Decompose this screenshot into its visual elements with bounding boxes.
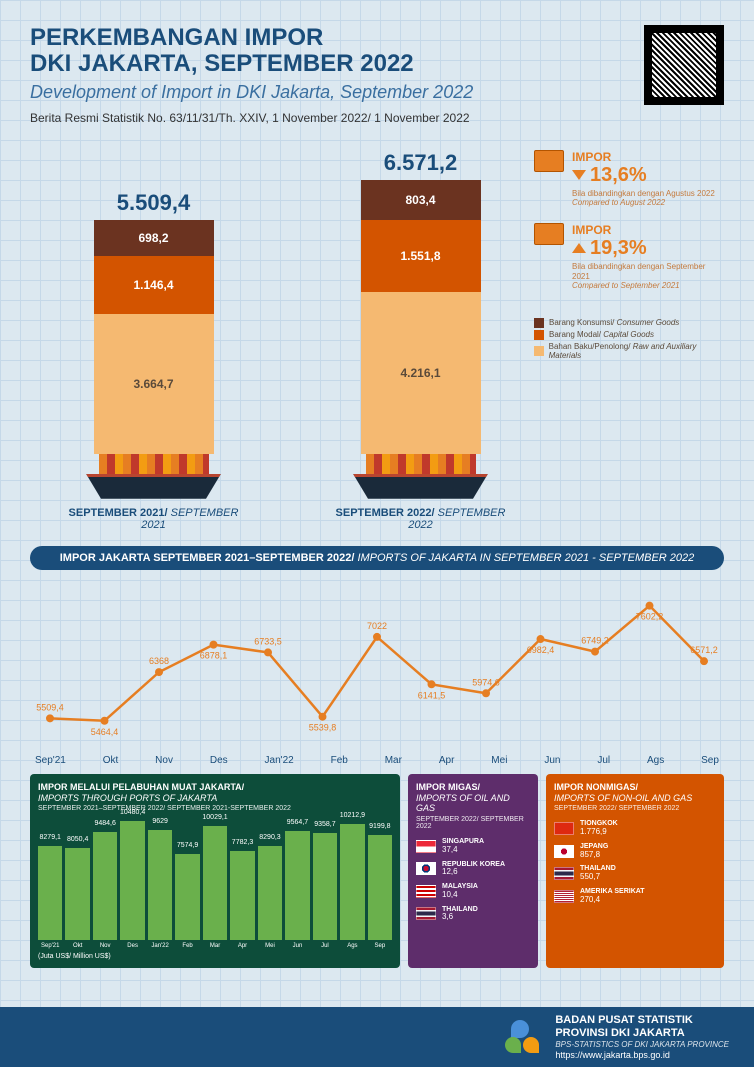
svg-text:7022: 7022 [367, 621, 387, 631]
port-bar: 8290,3 [258, 846, 282, 941]
country-row: REPUBLIK KOREA12,6 [416, 861, 530, 877]
flag-icon [416, 862, 436, 875]
svg-text:5509,4: 5509,4 [36, 702, 64, 712]
bar-segment: 4.216,1 [361, 292, 481, 454]
month-label: Jul [597, 755, 610, 766]
qr-code [644, 25, 724, 105]
bar-label: SEPTEMBER 2022/ SEPTEMBER 2022 [327, 507, 514, 531]
country-row: AMERIKA SERIKAT270,4 [554, 888, 716, 904]
line-banner: IMPOR JAKARTA SEPTEMBER 2021–SEPTEMBER 2… [30, 546, 724, 570]
ports-panel: IMPOR MELALUI PELABUHAN MUAT JAKARTA/IMP… [30, 774, 400, 969]
month-label: Mei [491, 755, 507, 766]
stat-box: IMPOR 13,6% Bila dibandingkan dengan Agu… [534, 150, 724, 208]
title-id-l2: DKI JAKARTA, SEPTEMBER 2022 [30, 51, 644, 77]
month-label: Des [210, 755, 228, 766]
country-row: THAILAND550,7 [554, 865, 716, 881]
stats-panel: IMPOR 13,6% Bila dibandingkan dengan Agu… [534, 150, 724, 531]
line-months: Sep'21 Okt Nov Des Jan'22 Feb Mar Apr Mei Jun Jul A… [30, 755, 724, 766]
line-chart: 5509,4 5464,4 6368 6878,1 6733,5 5539,8 7022 61… [30, 580, 724, 750]
stacked-bars: 5.509,4 698,21.146,43.664,7 SEPTEMBER 20… [30, 150, 514, 531]
port-bar: 8279,1 [38, 846, 62, 941]
ship-icon [336, 449, 506, 499]
month-label: Jun [544, 755, 560, 766]
svg-text:6141,5: 6141,5 [418, 690, 446, 700]
bar-label: SEPTEMBER 2021/ SEPTEMBER 2021 [60, 507, 247, 531]
country-row: JEPANG857,8 [554, 843, 716, 859]
svg-text:6368: 6368 [149, 656, 169, 666]
bar-total: 5.509,4 [117, 190, 190, 216]
port-bar: 9629 [148, 830, 172, 940]
country-row: MALAYSIA10,4 [416, 883, 530, 899]
ship-icon [69, 449, 239, 499]
container-icon [534, 223, 564, 245]
bar-segment: 1.551,8 [361, 220, 481, 292]
bar-segment: 698,2 [94, 220, 214, 256]
month-label: Feb [331, 755, 348, 766]
footer: BADAN PUSAT STATISTIK PROVINSI DKI JAKAR… [0, 1007, 754, 1067]
flag-icon [554, 890, 574, 903]
flag-icon [554, 867, 574, 880]
svg-text:6982,4: 6982,4 [527, 645, 555, 655]
bps-logo-icon [503, 1020, 543, 1055]
month-label: Okt [103, 755, 119, 766]
flag-icon [554, 845, 574, 858]
bar-segment: 803,4 [361, 180, 481, 220]
month-label: Sep [701, 755, 719, 766]
svg-text:6878,1: 6878,1 [200, 650, 228, 660]
flag-icon [416, 840, 436, 853]
nonmigas-panel: IMPOR NONMIGAS/IMPORTS OF NON-OIL AND GA… [546, 774, 724, 969]
port-bar: 9199,8 [368, 835, 392, 940]
flag-icon [416, 885, 436, 898]
bar-total: 6.571,2 [384, 150, 457, 176]
svg-text:5974,6: 5974,6 [472, 677, 500, 687]
month-label: Nov [155, 755, 173, 766]
arrow-up-icon [572, 243, 586, 253]
bar-segment: 3.664,7 [94, 314, 214, 454]
month-label: Ags [647, 755, 664, 766]
svg-text:7602,2: 7602,2 [636, 611, 664, 621]
title-id-l1: PERKEMBANGAN IMPOR [30, 25, 644, 51]
month-label: Apr [439, 755, 455, 766]
month-label: Mar [385, 755, 402, 766]
port-bar: 10029,1 [203, 826, 227, 941]
title-en: Development of Import in DKI Jakarta, Se… [30, 82, 644, 103]
container-icon [534, 150, 564, 172]
stat-box: IMPOR 19,3% Bila dibandingkan dengan Sep… [534, 223, 724, 291]
migas-panel: IMPOR MIGAS/IMPORTS OF OIL AND GAS SEPTE… [408, 774, 538, 969]
svg-text:5539,8: 5539,8 [309, 722, 337, 732]
month-label: Jan'22 [265, 755, 294, 766]
svg-text:6749,2: 6749,2 [581, 635, 609, 645]
arrow-down-icon [572, 170, 586, 180]
subtitle: Berita Resmi Statistik No. 63/11/31/Th. … [30, 111, 644, 125]
bar-segment: 1.146,4 [94, 256, 214, 314]
country-row: SINGAPURA37,4 [416, 838, 530, 854]
port-bar: 10480,4 [120, 821, 144, 941]
country-row: TIONGKOK1.776,9 [554, 820, 716, 836]
header: PERKEMBANGAN IMPOR DKI JAKARTA, SEPTEMBE… [30, 25, 724, 125]
svg-text:6733,5: 6733,5 [254, 636, 282, 646]
port-bar: 9484,6 [93, 832, 117, 940]
port-bar: 7782,3 [230, 851, 254, 940]
legend: Barang Konsumsi/ Consumer GoodsBarang Mo… [534, 316, 724, 362]
month-label: Sep'21 [35, 755, 66, 766]
svg-text:6571,2: 6571,2 [690, 645, 718, 655]
flag-icon [554, 822, 574, 835]
port-bar: 9358,7 [313, 833, 337, 940]
port-bar: 10212,9 [340, 824, 364, 941]
port-bar: 9564,7 [285, 831, 309, 940]
port-bar: 7574,9 [175, 854, 199, 941]
svg-text:5464,4: 5464,4 [91, 727, 119, 737]
port-bar: 8050,4 [65, 848, 89, 940]
country-row: THAILAND3,6 [416, 906, 530, 922]
flag-icon [416, 907, 436, 920]
